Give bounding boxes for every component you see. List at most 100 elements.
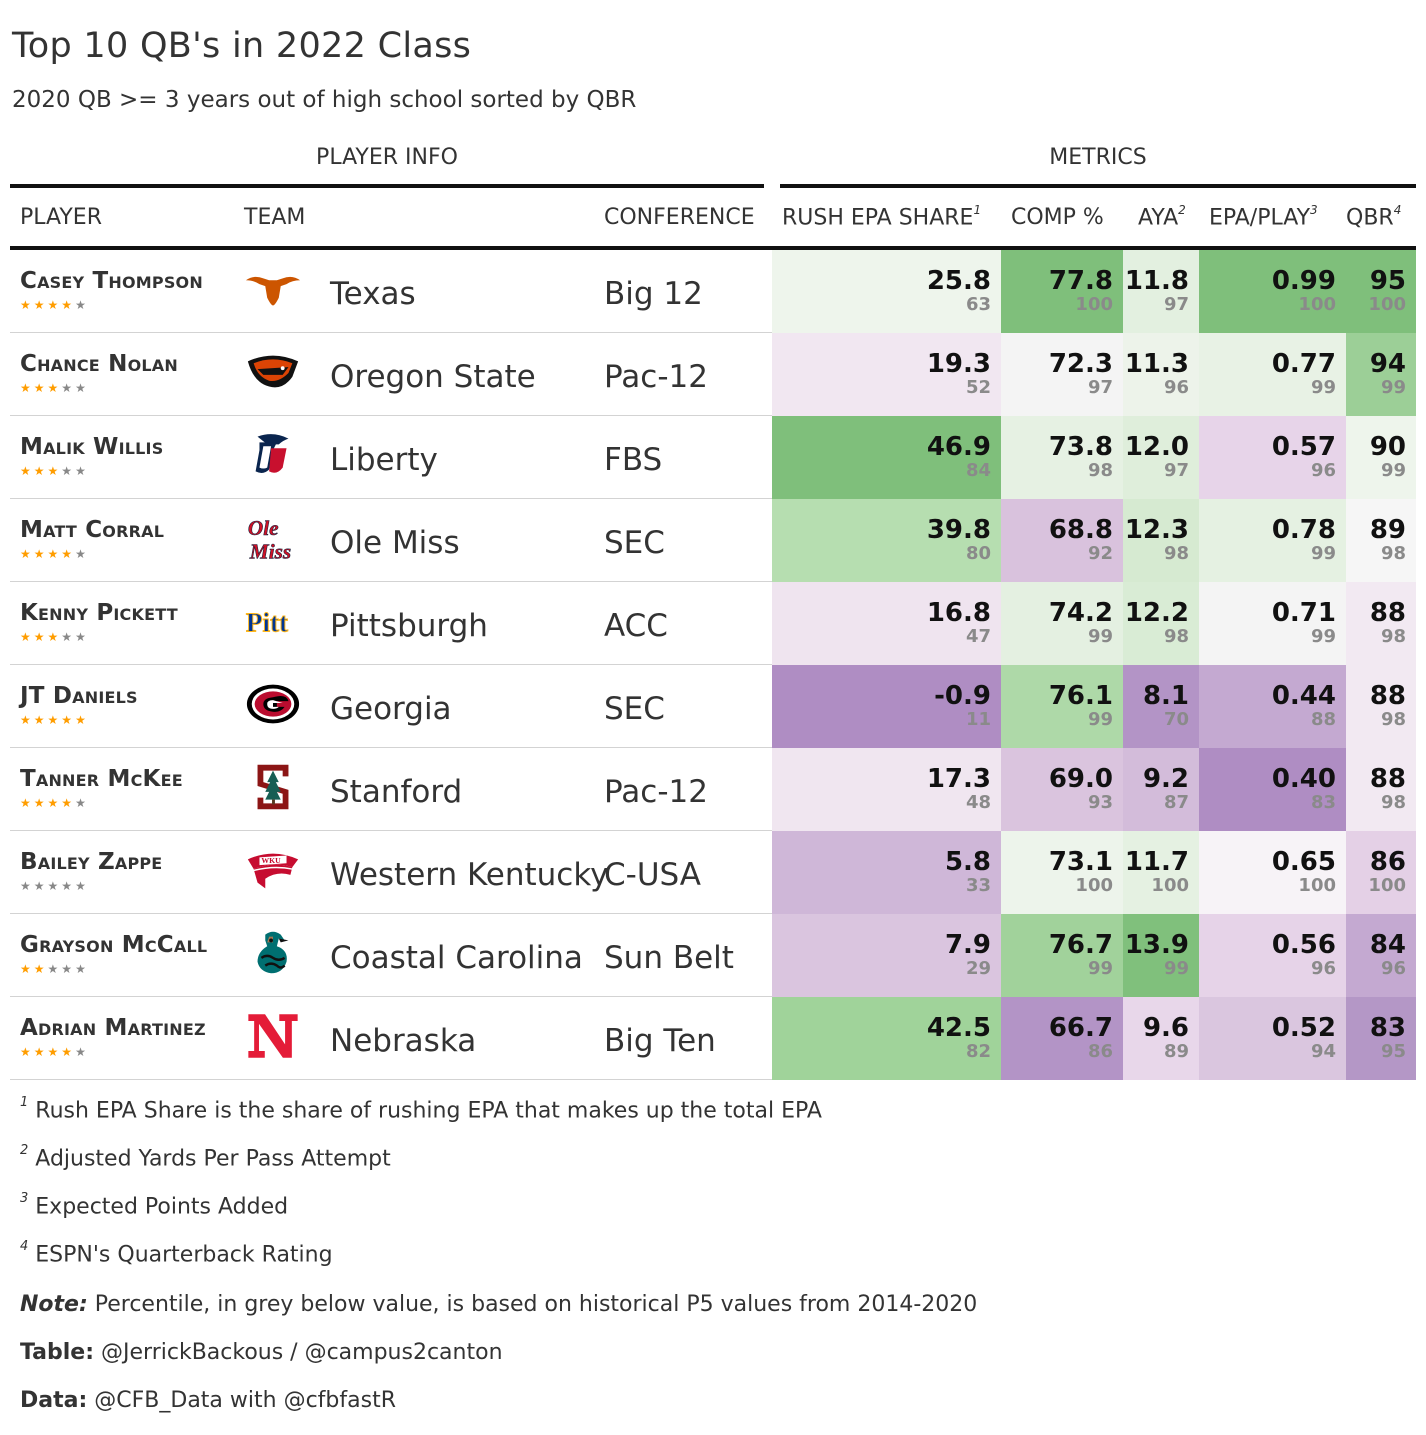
liberty-flames-logo xyxy=(244,430,302,480)
player-name: Matt Corral xyxy=(20,517,165,543)
metric-cell-comp-pct: 68.8 92 xyxy=(1001,499,1123,582)
star-filled-icon: ★ xyxy=(61,547,76,561)
star-filled-icon: ★ xyxy=(47,713,62,727)
conference-name: Big 12 xyxy=(604,276,703,312)
metric-percentile: 82 xyxy=(965,1041,991,1062)
metric-cell-rush-epa-share: 16.8 47 xyxy=(772,582,1001,665)
metric-cell-aya: 9.2 87 xyxy=(1123,748,1199,831)
star-filled-icon: ★ xyxy=(20,381,34,395)
metric-percentile: 95 xyxy=(1380,1041,1406,1062)
metric-value: 5.8 xyxy=(944,847,991,877)
metric-cell-comp-pct: 69.0 93 xyxy=(1001,748,1123,831)
player-star-rating: ★★★★★ xyxy=(20,796,89,810)
metric-percentile: 100 xyxy=(1298,294,1336,315)
pitt-script-logo: Pitt xyxy=(244,596,302,646)
metric-percentile: 94 xyxy=(1310,1041,1336,1062)
metric-percentile: 99 xyxy=(1087,709,1113,730)
metric-cell-epa-play: 0.78 99 xyxy=(1199,499,1346,582)
metric-cell-aya: 8.1 70 xyxy=(1123,665,1199,748)
metric-cell-comp-pct: 72.3 97 xyxy=(1001,333,1123,416)
metric-cell-qbr: 86 100 xyxy=(1346,831,1416,914)
metric-percentile: 87 xyxy=(1163,792,1189,813)
footnote-mark-4: 4 xyxy=(1393,203,1402,217)
star-empty-icon: ★ xyxy=(75,464,89,478)
metric-cell-comp-pct: 73.8 98 xyxy=(1001,416,1123,499)
svg-text:Miss: Miss xyxy=(249,539,291,563)
metric-value: 74.2 xyxy=(1048,598,1113,628)
metric-cell-qbr: 88 98 xyxy=(1346,582,1416,665)
metric-percentile: 96 xyxy=(1163,377,1189,398)
source-table-credit: Table: @JerrickBackous / @campus2canton xyxy=(20,1340,503,1365)
metric-percentile: 29 xyxy=(965,958,991,979)
metric-percentile: 96 xyxy=(1310,460,1336,481)
metric-value: 16.8 xyxy=(926,598,991,628)
source-table-label: Table: xyxy=(20,1340,95,1365)
metric-value: 88 xyxy=(1369,598,1406,628)
player-star-rating: ★★★★★ xyxy=(20,962,89,976)
star-empty-icon: ★ xyxy=(61,962,76,976)
table-row: 25.8 63 77.8 100 11.8 97 0.99 100 95 100 Casey Tho… xyxy=(10,250,1416,333)
metric-value: 76.7 xyxy=(1048,930,1113,960)
wku-towel-logo: WKU xyxy=(244,845,302,895)
team-name: Liberty xyxy=(330,442,438,478)
metric-value: 94 xyxy=(1369,349,1406,379)
metric-cell-epa-play: 0.56 96 xyxy=(1199,914,1346,997)
metric-cell-qbr: 89 98 xyxy=(1346,499,1416,582)
footnote-4-text: ESPN's Quarterback Rating xyxy=(35,1242,333,1268)
metric-value: 86 xyxy=(1369,847,1406,877)
metric-value: 39.8 xyxy=(926,515,991,545)
metric-cell-comp-pct: 66.7 86 xyxy=(1001,997,1123,1080)
coastal-carolina-chanticleer-logo xyxy=(244,928,302,978)
table-row: 42.5 82 66.7 86 9.6 89 0.52 94 83 95 Adrian Martin… xyxy=(10,997,1416,1080)
footnote-3-mark: 3 xyxy=(20,1191,29,1206)
metric-cell-aya: 9.6 89 xyxy=(1123,997,1199,1080)
metric-value: 0.57 xyxy=(1271,432,1336,462)
source-note-label: Note: xyxy=(20,1292,88,1317)
star-filled-icon: ★ xyxy=(33,630,48,644)
metric-percentile: 97 xyxy=(1163,460,1189,481)
star-empty-icon: ★ xyxy=(75,381,89,395)
metric-value: 0.56 xyxy=(1271,930,1336,960)
metric-percentile: 52 xyxy=(965,377,991,398)
star-filled-icon: ★ xyxy=(47,298,62,312)
star-filled-icon: ★ xyxy=(20,1045,34,1059)
column-header-qbr-label: QBR xyxy=(1346,205,1394,231)
metric-cell-aya: 11.3 96 xyxy=(1123,333,1199,416)
metric-value: 68.8 xyxy=(1048,515,1113,545)
star-empty-icon: ★ xyxy=(47,879,62,893)
metric-cell-aya: 11.7 100 xyxy=(1123,831,1199,914)
metric-value: 83 xyxy=(1369,1013,1406,1043)
conference-name: C-USA xyxy=(604,857,701,893)
star-empty-icon: ★ xyxy=(75,1045,89,1059)
table-row: 16.8 47 74.2 99 12.2 98 0.71 99 88 98 Kenny Picket… xyxy=(10,582,1416,665)
metric-value: 0.52 xyxy=(1271,1013,1336,1043)
team-name: Coastal Carolina xyxy=(330,940,583,976)
metric-cell-rush-epa-share: -0.9 11 xyxy=(772,665,1001,748)
player-name: Casey Thompson xyxy=(20,268,203,294)
metric-value: 73.8 xyxy=(1048,432,1113,462)
team-name: Stanford xyxy=(330,774,463,810)
metric-value: 95 xyxy=(1369,266,1406,296)
metric-value: 19.3 xyxy=(926,349,991,379)
metric-percentile: 63 xyxy=(965,294,991,315)
metric-value: 11.3 xyxy=(1124,349,1189,379)
metric-percentile: 11 xyxy=(965,709,991,730)
player-star-rating: ★★★★★ xyxy=(20,1045,89,1059)
metric-value: 8.1 xyxy=(1142,681,1189,711)
footnote-2: 2 Adjusted Yards Per Pass Attempt xyxy=(20,1143,391,1171)
metric-cell-qbr: 88 98 xyxy=(1346,665,1416,748)
column-header-epa-play-label: EPA/PLAY xyxy=(1209,205,1311,231)
metric-cell-rush-epa-share: 42.5 82 xyxy=(772,997,1001,1080)
player-star-rating: ★★★★★ xyxy=(20,630,89,644)
metric-percentile: 88 xyxy=(1310,709,1336,730)
source-data-label: Data: xyxy=(20,1388,88,1413)
table-row: 39.8 80 68.8 92 12.3 98 0.78 99 89 98 Matt Corral ★… xyxy=(10,499,1416,582)
star-filled-icon: ★ xyxy=(20,630,34,644)
player-name: Kenny Pickett xyxy=(20,600,178,626)
stanford-s-tree-logo xyxy=(244,762,302,812)
star-filled-icon: ★ xyxy=(47,1045,62,1059)
column-header-team: TEAM xyxy=(244,205,306,230)
star-empty-icon: ★ xyxy=(61,381,76,395)
metric-value: 0.99 xyxy=(1271,266,1336,296)
metric-value: 89 xyxy=(1369,515,1406,545)
